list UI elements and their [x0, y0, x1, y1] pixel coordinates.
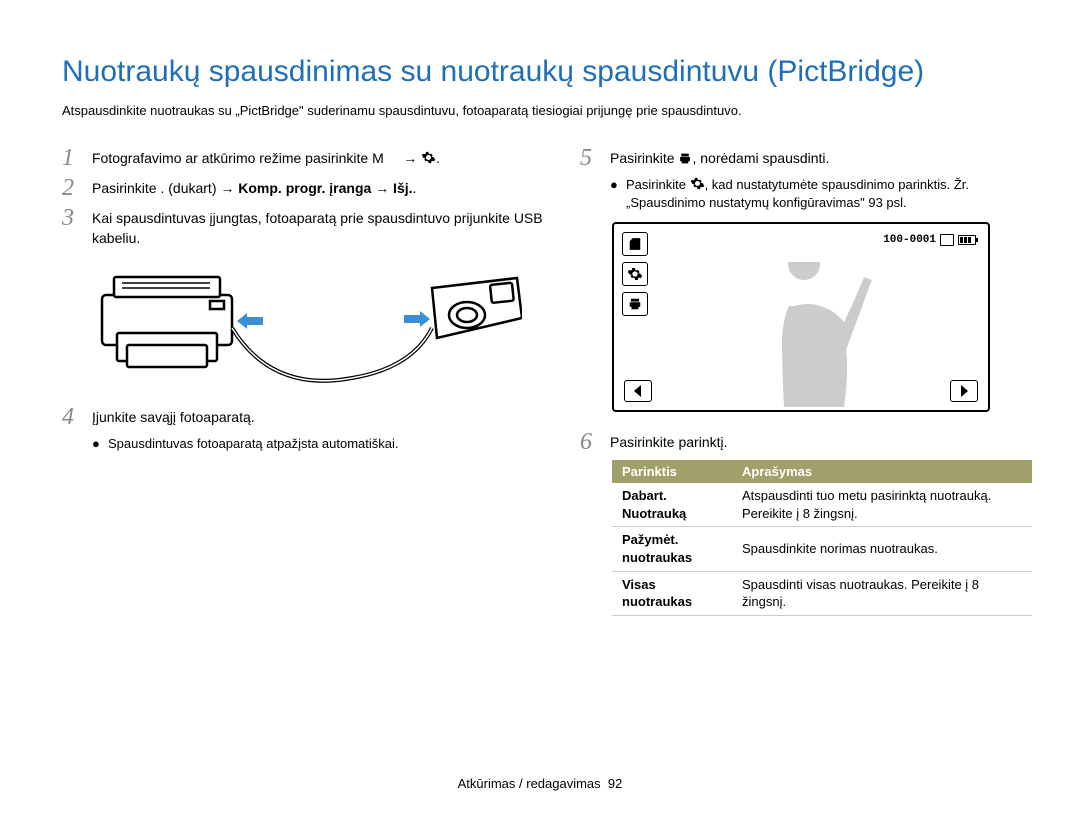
options-table: Parinktis Aprašymas Dabart. Nuotrauką Ats… — [612, 460, 1032, 615]
step-2: 2 Pasirinkite . (dukart) → Komp. progr. … — [62, 176, 560, 200]
step-4-text: Įjunkite savąjį fotoaparatą. — [92, 405, 255, 427]
table-row: Pažymėt. nuotraukas Spausdinkite norimas … — [612, 527, 1032, 571]
cell-text: Pažymėt. — [622, 532, 678, 547]
step-number: 6 — [580, 430, 610, 454]
step-3-text: Kai spausdintuvas įjungtas, fotoaparatą … — [92, 206, 560, 249]
step-1-post: . — [436, 150, 440, 166]
footer-text: Atkūrimas / redagavimas — [458, 776, 601, 791]
cell-text: Spausdinti visas nuotraukas. Pereikite į… — [732, 571, 1032, 615]
step-5-post: , norėdami spausdinti. — [692, 150, 829, 166]
table-row: Dabart. Nuotrauką Atspausdinti tuo metu p… — [612, 483, 1032, 527]
footer-page: 92 — [608, 776, 622, 791]
step-4-bullet: ● Spausdintuvas fotoaparatą atpažįsta au… — [92, 435, 560, 453]
step-5-pre: Pasirinkite — [610, 150, 678, 166]
step-2-pre: Pasirinkite . (dukart) → — [92, 180, 238, 196]
cell-text: nuotraukas — [622, 594, 692, 609]
step-3: 3 Kai spausdintuvas įjungtas, fotoaparat… — [62, 206, 560, 249]
step-number: 4 — [62, 405, 92, 429]
gear-icon — [421, 150, 436, 165]
screen-print-icon — [622, 292, 648, 316]
table-row: Visas nuotraukas Spausdinti visas nuotrau… — [612, 571, 1032, 615]
counter-text: 100-0001 — [883, 234, 936, 246]
step-2-post: . — [413, 180, 417, 196]
cell-text: Nuotrauką — [622, 506, 686, 521]
screen-gear-icon — [622, 262, 648, 286]
step-2-bold: Komp. progr. įranga → Išj. — [238, 180, 412, 196]
step-1: 1 Fotografavimo ar atkūrimo režime pasir… — [62, 146, 560, 170]
screen-counter: 100-0001 — [883, 234, 976, 246]
step-number: 2 — [62, 176, 92, 200]
prev-button[interactable] — [624, 380, 652, 402]
step-number: 5 — [580, 146, 610, 170]
step-number: 1 — [62, 146, 92, 170]
step-6: 6 Pasirinkite parinktį. — [580, 430, 1032, 454]
table-header-option: Parinktis — [612, 460, 732, 483]
bullet-text: Spausdintuvas fotoaparatą atpažįsta auto… — [108, 435, 560, 453]
step-5-bullet: ● Pasirinkite , kad nustatytumėte spausd… — [610, 176, 1032, 212]
memory-icon — [940, 234, 954, 246]
gear-icon — [690, 176, 705, 191]
cell-text: Visas — [622, 577, 656, 592]
cell-text: Atspausdinti tuo metu pasirinktą nuotrau… — [732, 483, 1032, 527]
cell-text: nuotraukas — [622, 550, 692, 565]
page-title: Nuotraukų spausdinimas su nuotraukų spau… — [62, 55, 1018, 89]
table-header-desc: Aprašymas — [732, 460, 1032, 483]
screen-menu-icon — [622, 232, 648, 256]
page-subtitle: Atspausdinkite nuotraukas su „PictBridge… — [62, 103, 1018, 118]
arrow-icon: → — [403, 150, 417, 166]
page-footer: Atkūrimas / redagavimas 92 — [0, 776, 1080, 791]
cell-text: Spausdinkite norimas nuotraukas. — [732, 527, 1032, 571]
next-button[interactable] — [950, 380, 978, 402]
step-1-text: Fotografavimo ar atkūrimo režime pasirin… — [92, 150, 384, 166]
cell-text: Dabart. — [622, 488, 667, 503]
bullet-text-pre: Pasirinkite — [626, 177, 690, 192]
print-icon — [678, 150, 692, 163]
step-6-text: Pasirinkite parinktį. — [610, 430, 728, 452]
connection-diagram — [62, 255, 560, 405]
step-4: 4 Įjunkite savąjį fotoaparatą. — [62, 405, 560, 429]
step-number: 3 — [62, 206, 92, 230]
step-5: 5 Pasirinkite , norėdami spausdinti. — [580, 146, 1032, 170]
battery-icon — [958, 235, 976, 245]
camera-screen: 100-0001 — [612, 222, 990, 412]
